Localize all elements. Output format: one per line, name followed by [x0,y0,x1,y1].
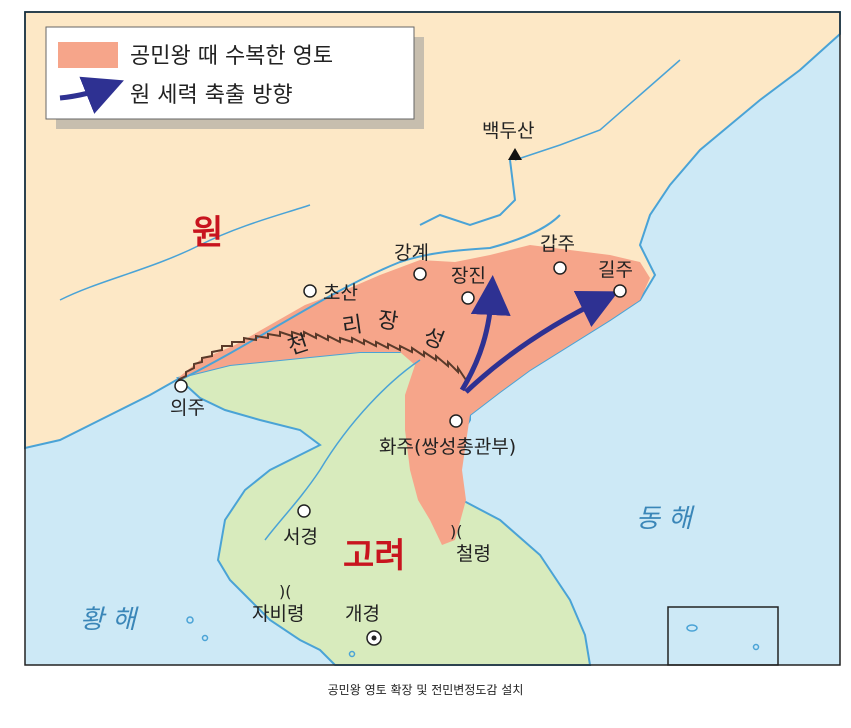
hwaju-marker [449,414,463,428]
jangjin-marker [461,291,475,305]
gilju-marker [613,284,627,298]
place-gilju-label: 길주 [598,259,633,281]
legend-arrow-icon [59,76,124,114]
cheollyeong-pass-icon: )( [450,522,462,541]
seogyeong-marker [297,504,311,518]
legend: 공민왕 때 수복한 영토 원 세력 축출 방향 [45,26,424,129]
wall-char: 장 [376,308,400,336]
map-frame [24,11,841,666]
cheolli-jangseong-wall [177,330,467,381]
river-west [59,204,311,301]
region-yuan-label: 원 [192,213,223,253]
baekdu-mountain-icon [508,148,522,160]
chosan-marker [303,284,317,298]
inset-box [667,606,779,666]
wall-char: 리 [341,312,365,340]
sea-west-label: 황 해 [80,605,139,635]
inset-island [686,624,698,632]
river-east [514,59,681,161]
legend-arrow-label: 원 세력 축출 방향 [130,83,293,108]
sea-east-label: 동 해 [636,504,695,534]
place-jangjin-label: 장진 [451,265,486,287]
island [348,650,356,658]
region-goryeo-label: 고려 [343,536,406,576]
place-baekdu-label: 백두산 [482,120,534,142]
island [186,616,194,624]
place-jabiryeong-label: 자비령 [252,603,304,625]
gaegyeong-marker-dot [371,635,377,641]
map-caption: 공민왕 영토 확장 및 전민변정도감 설치 [327,683,524,697]
place-chosan-label: 초산 [323,282,358,304]
place-seogyeong-label: 서경 [283,526,318,548]
ganggye-marker [413,267,427,281]
river-north [179,214,561,381]
recovered-territory [178,245,650,545]
place-gapju-label: 갑주 [540,233,575,255]
expulsion-arrow-north [459,275,511,392]
gapju-marker [553,261,567,275]
place-ganggye-label: 강계 [394,242,429,264]
place-cheollyeong-label: 철령 [456,543,491,565]
legend-territory-swatch [58,42,118,68]
legend-territory-label: 공민왕 때 수복한 영토 [130,44,333,69]
place-hwaju-label: 화주(쌍성총관부) [379,436,516,458]
inset-island [752,643,760,651]
uiju-marker [174,379,188,393]
jabiryeong-pass-icon: )( [279,582,291,601]
island [201,634,209,642]
river-taedong [264,359,421,541]
expulsion-arrow-east [464,291,619,394]
place-uiju-label: 의주 [170,397,205,419]
place-gaegyeong-label: 개경 [345,603,380,625]
river-baekdu [419,159,517,227]
